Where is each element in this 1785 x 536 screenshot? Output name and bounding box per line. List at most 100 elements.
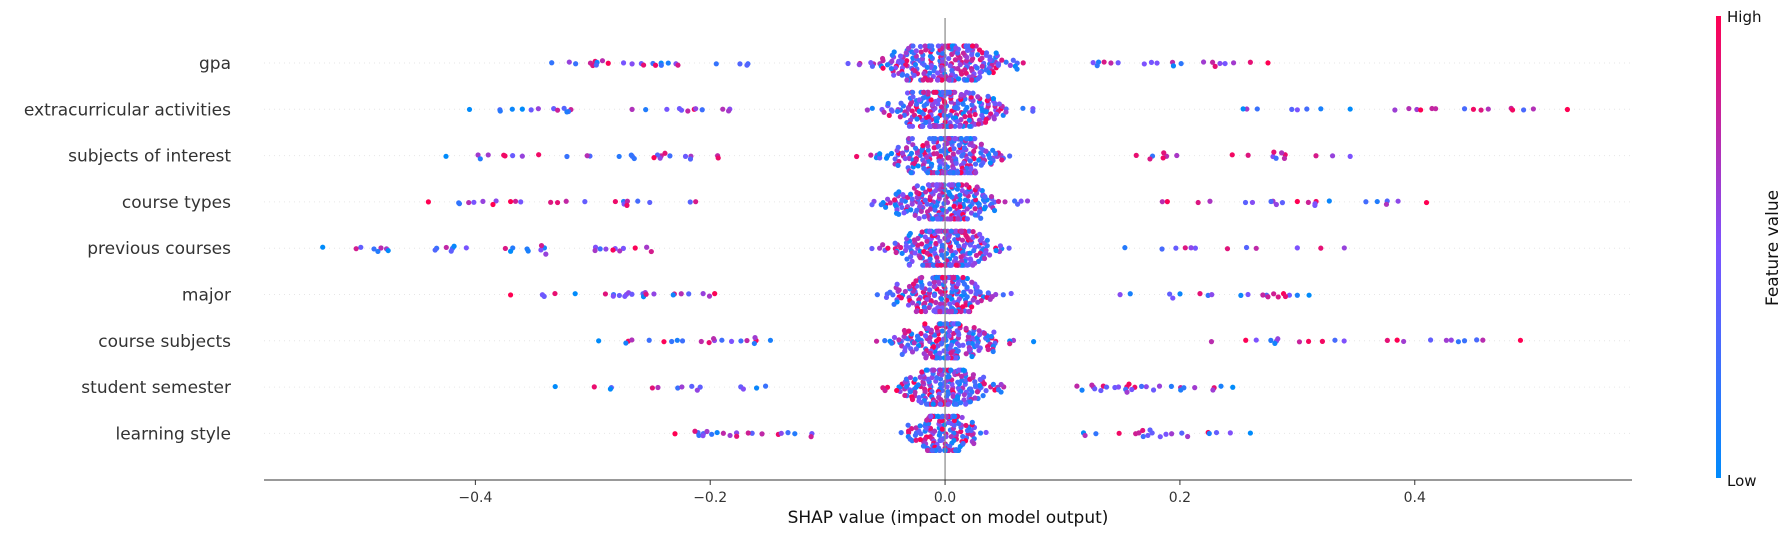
shap-point (700, 291, 706, 297)
shap-point (946, 136, 952, 142)
shap-point (955, 76, 962, 82)
shap-point (931, 292, 938, 299)
shap-point (1384, 337, 1390, 344)
shap-point (964, 77, 970, 83)
shap-point (919, 274, 925, 281)
shap-point (485, 152, 491, 158)
shap-point (952, 123, 958, 129)
shap-point (1455, 339, 1461, 345)
shap-point (990, 147, 996, 153)
shap-point (1392, 107, 1398, 113)
shap-point (950, 274, 956, 281)
shap-point (696, 432, 702, 439)
shap-point (944, 374, 950, 380)
shap-point (936, 228, 943, 234)
shap-point (868, 152, 874, 158)
shap-point (693, 106, 699, 112)
shap-point (651, 291, 657, 297)
shap-point (1093, 431, 1099, 437)
shap-point (975, 94, 981, 100)
shap-point (1031, 339, 1037, 345)
shap-point (924, 201, 930, 207)
shap-point (709, 431, 715, 437)
shap-point (1268, 337, 1274, 343)
shap-point (938, 397, 944, 403)
shap-point (966, 347, 973, 353)
shap-point (933, 240, 939, 247)
shap-point (1145, 432, 1151, 439)
shap-point (443, 244, 449, 251)
shap-point (1433, 106, 1439, 112)
shap-point (991, 116, 997, 122)
feature-label: major (182, 286, 231, 306)
shap-point (991, 329, 997, 335)
shap-point (908, 150, 915, 156)
shap-point (561, 105, 567, 111)
shap-point (912, 145, 919, 151)
shap-point (960, 274, 966, 281)
shap-point (564, 109, 570, 115)
shap-point (913, 308, 919, 315)
shap-point (1192, 385, 1198, 391)
shap-point (882, 337, 888, 344)
shap-point (974, 184, 980, 190)
shap-point (948, 367, 954, 373)
shap-point (1098, 387, 1104, 394)
shap-point (972, 197, 979, 203)
shap-point (646, 337, 652, 343)
shap-point (740, 386, 746, 392)
shap-point (906, 262, 912, 268)
shap-point (596, 338, 602, 344)
x-tick-label: 0.4 (1404, 490, 1426, 506)
shap-point (951, 413, 958, 419)
shap-point (1094, 63, 1100, 69)
shap-point (643, 107, 649, 113)
shap-point (1197, 291, 1203, 297)
shap-point (463, 245, 469, 251)
shap-point (778, 430, 784, 436)
shap-point (1167, 291, 1173, 297)
shap-point (845, 60, 851, 67)
shap-point (935, 43, 941, 49)
shap-point (1448, 337, 1454, 343)
shap-point (909, 300, 916, 306)
shap-point (965, 333, 971, 340)
shap-point (918, 208, 924, 214)
shap-point (925, 325, 931, 331)
shap-point (749, 430, 755, 436)
shap-point (1129, 386, 1135, 393)
shap-point (958, 308, 964, 315)
shap-point (938, 248, 944, 254)
shap-point (1210, 387, 1216, 393)
shap-point (910, 43, 916, 49)
shap-point (652, 62, 659, 68)
shap-point (1318, 106, 1324, 112)
shap-point (953, 228, 959, 234)
shap-point (920, 77, 926, 83)
shap-point (1179, 430, 1185, 436)
shap-point (968, 289, 974, 295)
shap-point (885, 196, 891, 202)
x-axis-ticks: −0.4 −0.2 0.0 0.2 0.4 (458, 480, 1426, 506)
shap-point (966, 117, 972, 123)
shap-point (622, 293, 628, 299)
shap-point (913, 101, 920, 107)
shap-point (904, 256, 910, 262)
shap-point (931, 246, 938, 252)
shap-point (1089, 382, 1095, 388)
shap-point (964, 104, 970, 110)
shap-point (895, 162, 901, 169)
shap-point (1140, 433, 1146, 440)
shap-point (909, 123, 916, 129)
shap-point (1209, 292, 1215, 298)
shap-point (971, 155, 977, 162)
shap-point (670, 292, 676, 298)
shap-point (1007, 153, 1013, 159)
shap-point (958, 136, 964, 142)
shap-point (924, 262, 930, 268)
shap-point (451, 243, 457, 249)
shap-point (958, 228, 965, 234)
shap-point (955, 379, 961, 385)
shap-point (1273, 155, 1279, 161)
shap-point (927, 334, 933, 340)
